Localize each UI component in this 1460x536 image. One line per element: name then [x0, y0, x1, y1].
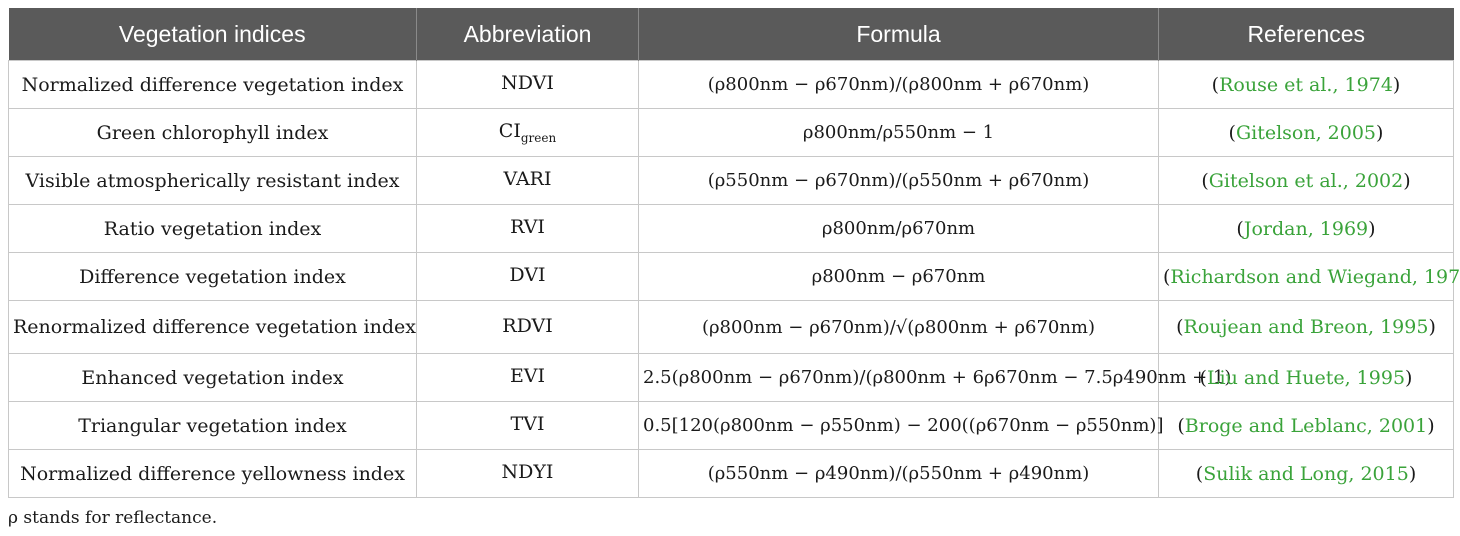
- header-vegetation-indices: Vegetation indices: [8, 8, 417, 61]
- header-formula: Formula: [638, 8, 1159, 61]
- cell-abbreviation: CIgreen: [416, 108, 639, 157]
- cell-reference: (Roujean and Breon, 1995): [1158, 300, 1454, 354]
- table-row: Green chlorophyll index CIgreen ρ800nm/ρ…: [8, 108, 1454, 157]
- reference-link[interactable]: Rouse et al., 1974: [1219, 73, 1393, 96]
- cell-formula: (ρ800nm − ρ670nm)/√(ρ800nm + ρ670nm): [638, 300, 1159, 354]
- cell-index-name: Triangular vegetation index: [8, 401, 417, 450]
- cell-reference: (Gitelson, 2005): [1158, 108, 1454, 157]
- table-header: Vegetation indices Abbreviation Formula …: [8, 8, 1454, 61]
- reference-link[interactable]: Gitelson et al., 2002: [1208, 169, 1404, 192]
- abbr-text: NDYI: [501, 461, 554, 484]
- abbr-text: DVI: [509, 264, 546, 287]
- cell-reference: (Sulik and Long, 2015): [1158, 449, 1454, 498]
- cell-index-name: Difference vegetation index: [8, 252, 417, 301]
- cell-index-name: Renormalized difference vegetation index: [8, 300, 417, 354]
- abbr-text: RDVI: [502, 314, 553, 337]
- table-row: Normalized difference vegetation index N…: [8, 60, 1454, 109]
- cell-formula: 2.5(ρ800nm − ρ670nm)/(ρ800nm + 6ρ670nm −…: [638, 353, 1231, 402]
- cell-formula: 0.5[120(ρ800nm − ρ550nm) − 200((ρ670nm −…: [638, 401, 1163, 450]
- table-row: Ratio vegetation index RVI ρ800nm/ρ670nm…: [8, 204, 1454, 253]
- table-body: Normalized difference vegetation index N…: [8, 60, 1460, 498]
- cell-reference: (Broge and Leblanc, 2001): [1158, 401, 1454, 450]
- cell-reference: (Richardson and Wiegand, 1977): [1158, 252, 1460, 301]
- cell-formula: (ρ800nm − ρ670nm)/(ρ800nm + ρ670nm): [638, 60, 1159, 109]
- cell-reference: (Gitelson et al., 2002): [1158, 156, 1454, 205]
- table-row: Triangular vegetation index TVI 0.5[120(…: [8, 401, 1454, 450]
- header-references: References: [1158, 8, 1454, 61]
- cell-index-name: Green chlorophyll index: [8, 108, 417, 157]
- table-row: Normalized difference yellowness index N…: [8, 449, 1454, 498]
- table-container: Vegetation indices Abbreviation Formula …: [8, 8, 1460, 498]
- table-row: Renormalized difference vegetation index…: [8, 300, 1454, 354]
- table-row: Visible atmospherically resistant index …: [8, 156, 1454, 205]
- reference-link[interactable]: Sulik and Long, 2015: [1203, 462, 1409, 485]
- cell-abbreviation: EVI: [416, 353, 639, 402]
- cell-reference: (Jordan, 1969): [1158, 204, 1454, 253]
- abbr-text: NDVI: [501, 72, 554, 95]
- reference-link[interactable]: Gitelson, 2005: [1235, 121, 1377, 144]
- cell-formula: (ρ550nm − ρ490nm)/(ρ550nm + ρ490nm): [638, 449, 1159, 498]
- cell-abbreviation: DVI: [416, 252, 639, 301]
- abbr-subscript: green: [520, 130, 557, 145]
- cell-index-name: Normalized difference yellowness index: [8, 449, 417, 498]
- cell-abbreviation: NDYI: [416, 449, 639, 498]
- header-abbreviation: Abbreviation: [416, 8, 639, 61]
- abbr-text: VARI: [503, 168, 552, 191]
- abbr-text: RVI: [510, 216, 545, 239]
- abbr-text: CI: [498, 120, 521, 143]
- cell-abbreviation: RDVI: [416, 300, 639, 354]
- cell-formula: (ρ550nm − ρ670nm)/(ρ550nm + ρ670nm): [638, 156, 1159, 205]
- cell-index-name: Normalized difference vegetation index: [8, 60, 417, 109]
- cell-abbreviation: NDVI: [416, 60, 639, 109]
- reference-link[interactable]: Richardson and Wiegand, 1977: [1170, 265, 1460, 288]
- table-row: Difference vegetation index DVI ρ800nm −…: [8, 252, 1460, 301]
- cell-formula: ρ800nm − ρ670nm: [638, 252, 1159, 301]
- reference-link[interactable]: Jordan, 1969: [1243, 217, 1369, 240]
- cell-index-name: Enhanced vegetation index: [8, 353, 417, 402]
- abbr-text: TVI: [510, 413, 545, 436]
- table-footnote: ρ stands for reflectance.: [8, 508, 218, 528]
- reference-link[interactable]: Liu and Huete, 1995: [1206, 366, 1406, 389]
- cell-abbreviation: VARI: [416, 156, 639, 205]
- cell-formula: ρ800nm/ρ670nm: [638, 204, 1159, 253]
- table-row: Enhanced vegetation index EVI 2.5(ρ800nm…: [8, 353, 1454, 402]
- header-row: Vegetation indices Abbreviation Formula …: [8, 8, 1454, 61]
- cell-abbreviation: TVI: [416, 401, 639, 450]
- reference-link[interactable]: Broge and Leblanc, 2001: [1184, 414, 1428, 437]
- cell-formula: ρ800nm/ρ550nm − 1: [638, 108, 1159, 157]
- cell-reference: (Liu and Huete, 1995): [1158, 353, 1454, 402]
- cell-reference: (Rouse et al., 1974): [1158, 60, 1454, 109]
- cell-index-name: Ratio vegetation index: [8, 204, 417, 253]
- cell-index-name: Visible atmospherically resistant index: [8, 156, 417, 205]
- abbr-text: EVI: [509, 365, 546, 388]
- cell-abbreviation: RVI: [416, 204, 639, 253]
- vegetation-indices-table: Vegetation indices Abbreviation Formula …: [8, 8, 1460, 498]
- reference-link[interactable]: Roujean and Breon, 1995: [1183, 316, 1429, 338]
